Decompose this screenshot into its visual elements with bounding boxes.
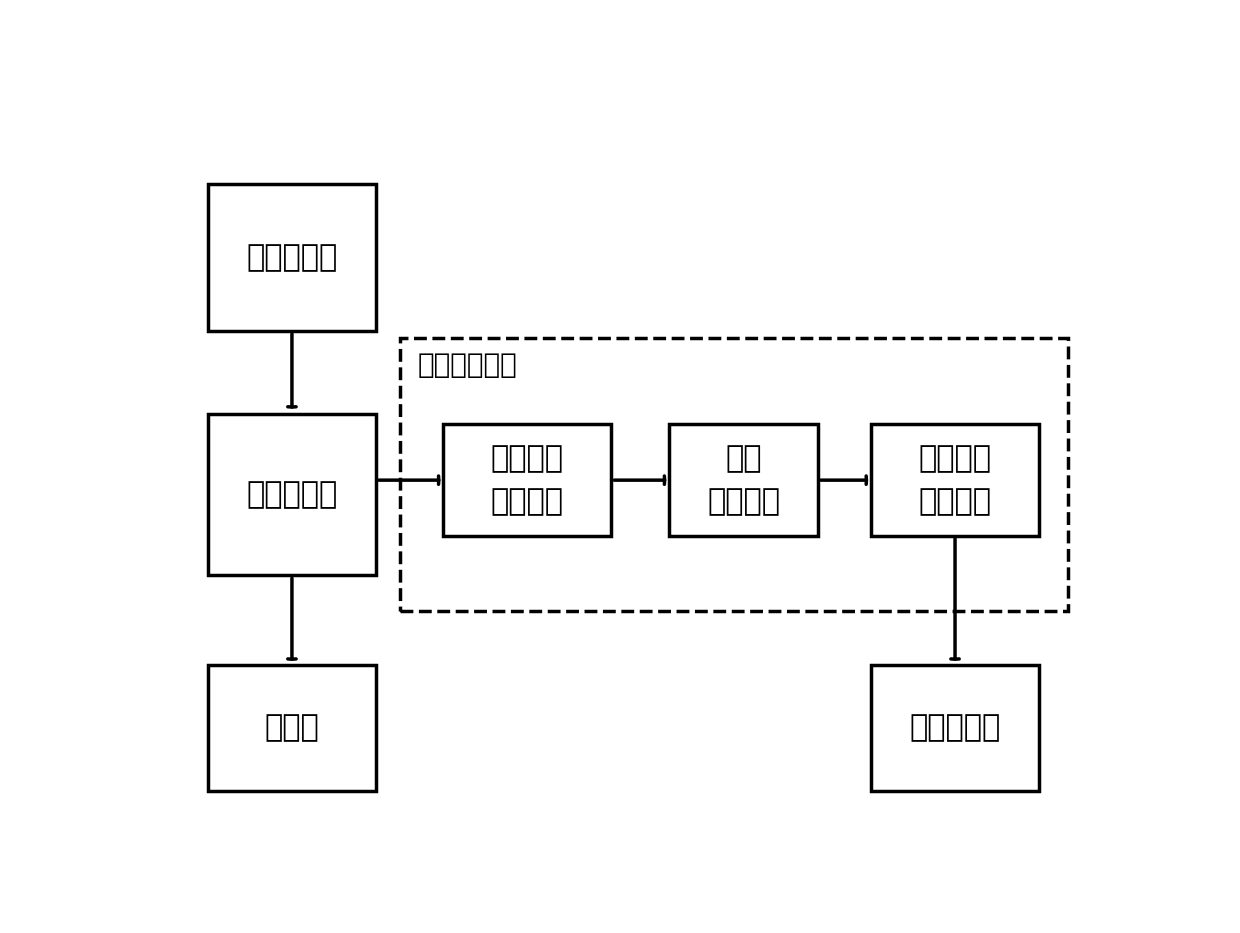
Text: 数字模拟
转换电路: 数字模拟 转换电路 (491, 444, 564, 516)
Bar (870, 425, 1039, 536)
Bar (208, 665, 376, 791)
Text: 近红外光源: 近红外光源 (909, 714, 1001, 743)
Bar (208, 184, 376, 331)
Text: 光源驱动电路: 光源驱动电路 (418, 351, 517, 379)
Text: 光电传感器: 光电传感器 (247, 243, 337, 272)
Bar (444, 425, 611, 536)
Bar (208, 413, 376, 576)
Text: 低通
滤波电路: 低通 滤波电路 (707, 444, 780, 516)
Text: 计算机: 计算机 (264, 714, 320, 743)
Text: 电压电流
转换电路: 电压电流 转换电路 (919, 444, 992, 516)
Bar (870, 665, 1039, 791)
Bar (670, 425, 818, 536)
Text: 子主控电路: 子主控电路 (247, 480, 337, 509)
Bar (401, 339, 1068, 611)
